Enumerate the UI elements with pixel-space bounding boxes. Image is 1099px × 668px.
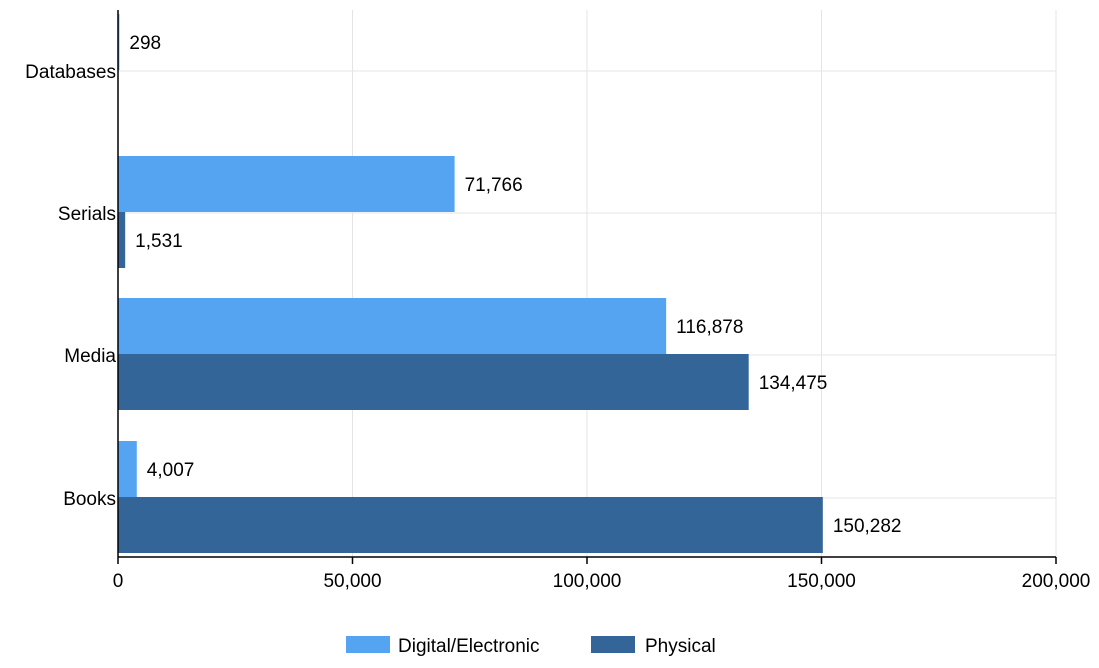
data-label: 150,282 — [833, 516, 902, 537]
bar-physical-media — [118, 354, 749, 410]
category-label: Databases — [25, 62, 116, 83]
bar-digital-electronic-serials — [118, 156, 455, 212]
bar-digital-electronic-media — [118, 298, 667, 354]
data-label: 1,531 — [135, 231, 183, 252]
legend-label: Digital/Electronic — [398, 636, 540, 657]
x-tick-label: 200,000 — [1022, 571, 1091, 592]
data-label: 4,007 — [147, 460, 195, 481]
category-label: Books — [63, 489, 116, 510]
x-tick-label: 100,000 — [553, 571, 622, 592]
grid-lines — [118, 10, 1057, 557]
category-label: Serials — [58, 204, 116, 225]
bar-physical-serials — [118, 212, 126, 268]
legend: Digital/Electronic Physical — [346, 636, 716, 657]
legend-swatch — [591, 636, 635, 653]
bars — [118, 14, 823, 553]
legend-item: Digital/Electronic — [346, 636, 540, 657]
data-label: 298 — [129, 33, 161, 54]
bar-digital-electronic-books — [118, 441, 137, 497]
x-tick-label: 150,000 — [787, 571, 856, 592]
bar-physical-books — [118, 497, 823, 553]
legend-swatch — [346, 636, 390, 653]
x-tick-label: 0 — [113, 571, 124, 592]
category-label: Media — [64, 346, 116, 367]
data-label: 134,475 — [759, 373, 828, 394]
data-label: 71,766 — [465, 175, 523, 196]
legend-label: Physical — [645, 636, 716, 657]
data-labels: 298 71,766 1,531 116,878 134,475 4,007 150,282 — [129, 33, 901, 537]
data-label: 116,878 — [676, 317, 743, 338]
x-tick-label: 50,000 — [323, 571, 381, 592]
axes: Databases Serials Media Books 0 50,000 100,000… — [25, 10, 1090, 592]
legend-item: Physical — [591, 636, 716, 657]
